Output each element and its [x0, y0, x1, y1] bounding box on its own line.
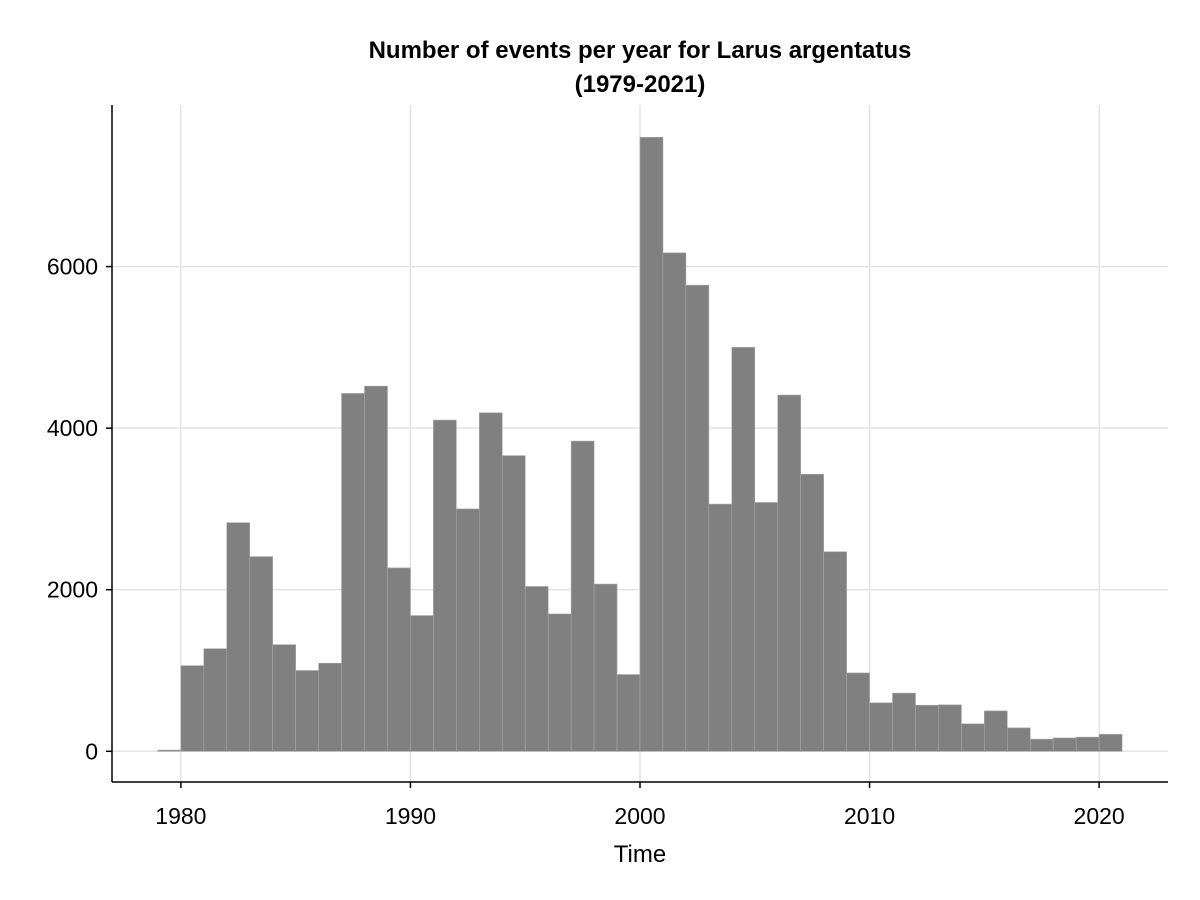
histogram-bar: [387, 567, 411, 752]
histogram-bar: [984, 710, 1008, 752]
histogram-bar: [570, 440, 595, 752]
histogram-bar: [295, 670, 319, 752]
histogram-bar: [662, 252, 687, 752]
histogram-bar: [456, 508, 480, 752]
histogram-bar: [961, 723, 985, 752]
histogram-bar: [938, 704, 962, 752]
histogram-bar: [524, 586, 549, 752]
y-tick-label: 0: [85, 738, 98, 764]
histogram-bar: [180, 665, 205, 752]
histogram-bar: [479, 412, 503, 752]
histogram-bar: [1007, 727, 1031, 752]
histogram-bar: [754, 502, 779, 752]
histogram-bar: [1098, 734, 1123, 752]
y-tick-label: 2000: [47, 577, 98, 603]
histogram-bar: [1075, 736, 1100, 752]
histogram-bar: [1029, 738, 1054, 752]
histogram-bar: [639, 137, 664, 752]
histogram-bar: [547, 613, 572, 752]
histogram-bar: [616, 674, 641, 752]
histogram-bar: [433, 419, 457, 752]
histogram-bar: [777, 394, 801, 752]
histogram-bar: [272, 644, 296, 752]
histogram-bar: [892, 692, 916, 752]
y-tick-label: 6000: [47, 254, 98, 280]
histogram-bar: [249, 556, 273, 752]
histogram-bar: [410, 615, 434, 752]
y-tick-label: 4000: [47, 415, 98, 441]
histogram-bar: [1052, 737, 1077, 752]
histogram-bar: [915, 704, 939, 752]
histogram-bar: [800, 473, 824, 752]
histogram-bar: [203, 648, 228, 752]
histogram-bar: [823, 551, 847, 752]
chart-subtitle: (1979-2021): [575, 71, 706, 98]
bars: [157, 137, 1123, 752]
x-tick-label: 2010: [844, 803, 895, 829]
y-axis-ticks: 0 2000 4000 6000: [47, 254, 112, 764]
x-tick-label: 1990: [385, 803, 436, 829]
histogram-bar: [341, 393, 365, 752]
histogram-bar: [157, 749, 182, 752]
x-axis-ticks: 1980 1990 2000 2010 2020: [155, 782, 1125, 829]
histogram-bar: [593, 583, 618, 752]
chart-title: Number of events per year for Larus arge…: [369, 37, 912, 64]
histogram-bar: [731, 347, 756, 752]
histogram-bar: [364, 385, 388, 752]
histogram-bar: [846, 672, 870, 752]
x-tick-label: 2000: [614, 803, 665, 829]
x-axis-label: Time: [614, 841, 666, 868]
histogram-bar: [318, 662, 342, 752]
x-tick-label: 2020: [1074, 803, 1125, 829]
histogram-bar: [226, 522, 251, 752]
histogram-bar: [869, 702, 893, 752]
histogram-bar: [685, 284, 710, 752]
histogram-bar: [708, 503, 733, 752]
histogram-bar: [501, 455, 526, 752]
x-tick-label: 1980: [155, 803, 206, 829]
